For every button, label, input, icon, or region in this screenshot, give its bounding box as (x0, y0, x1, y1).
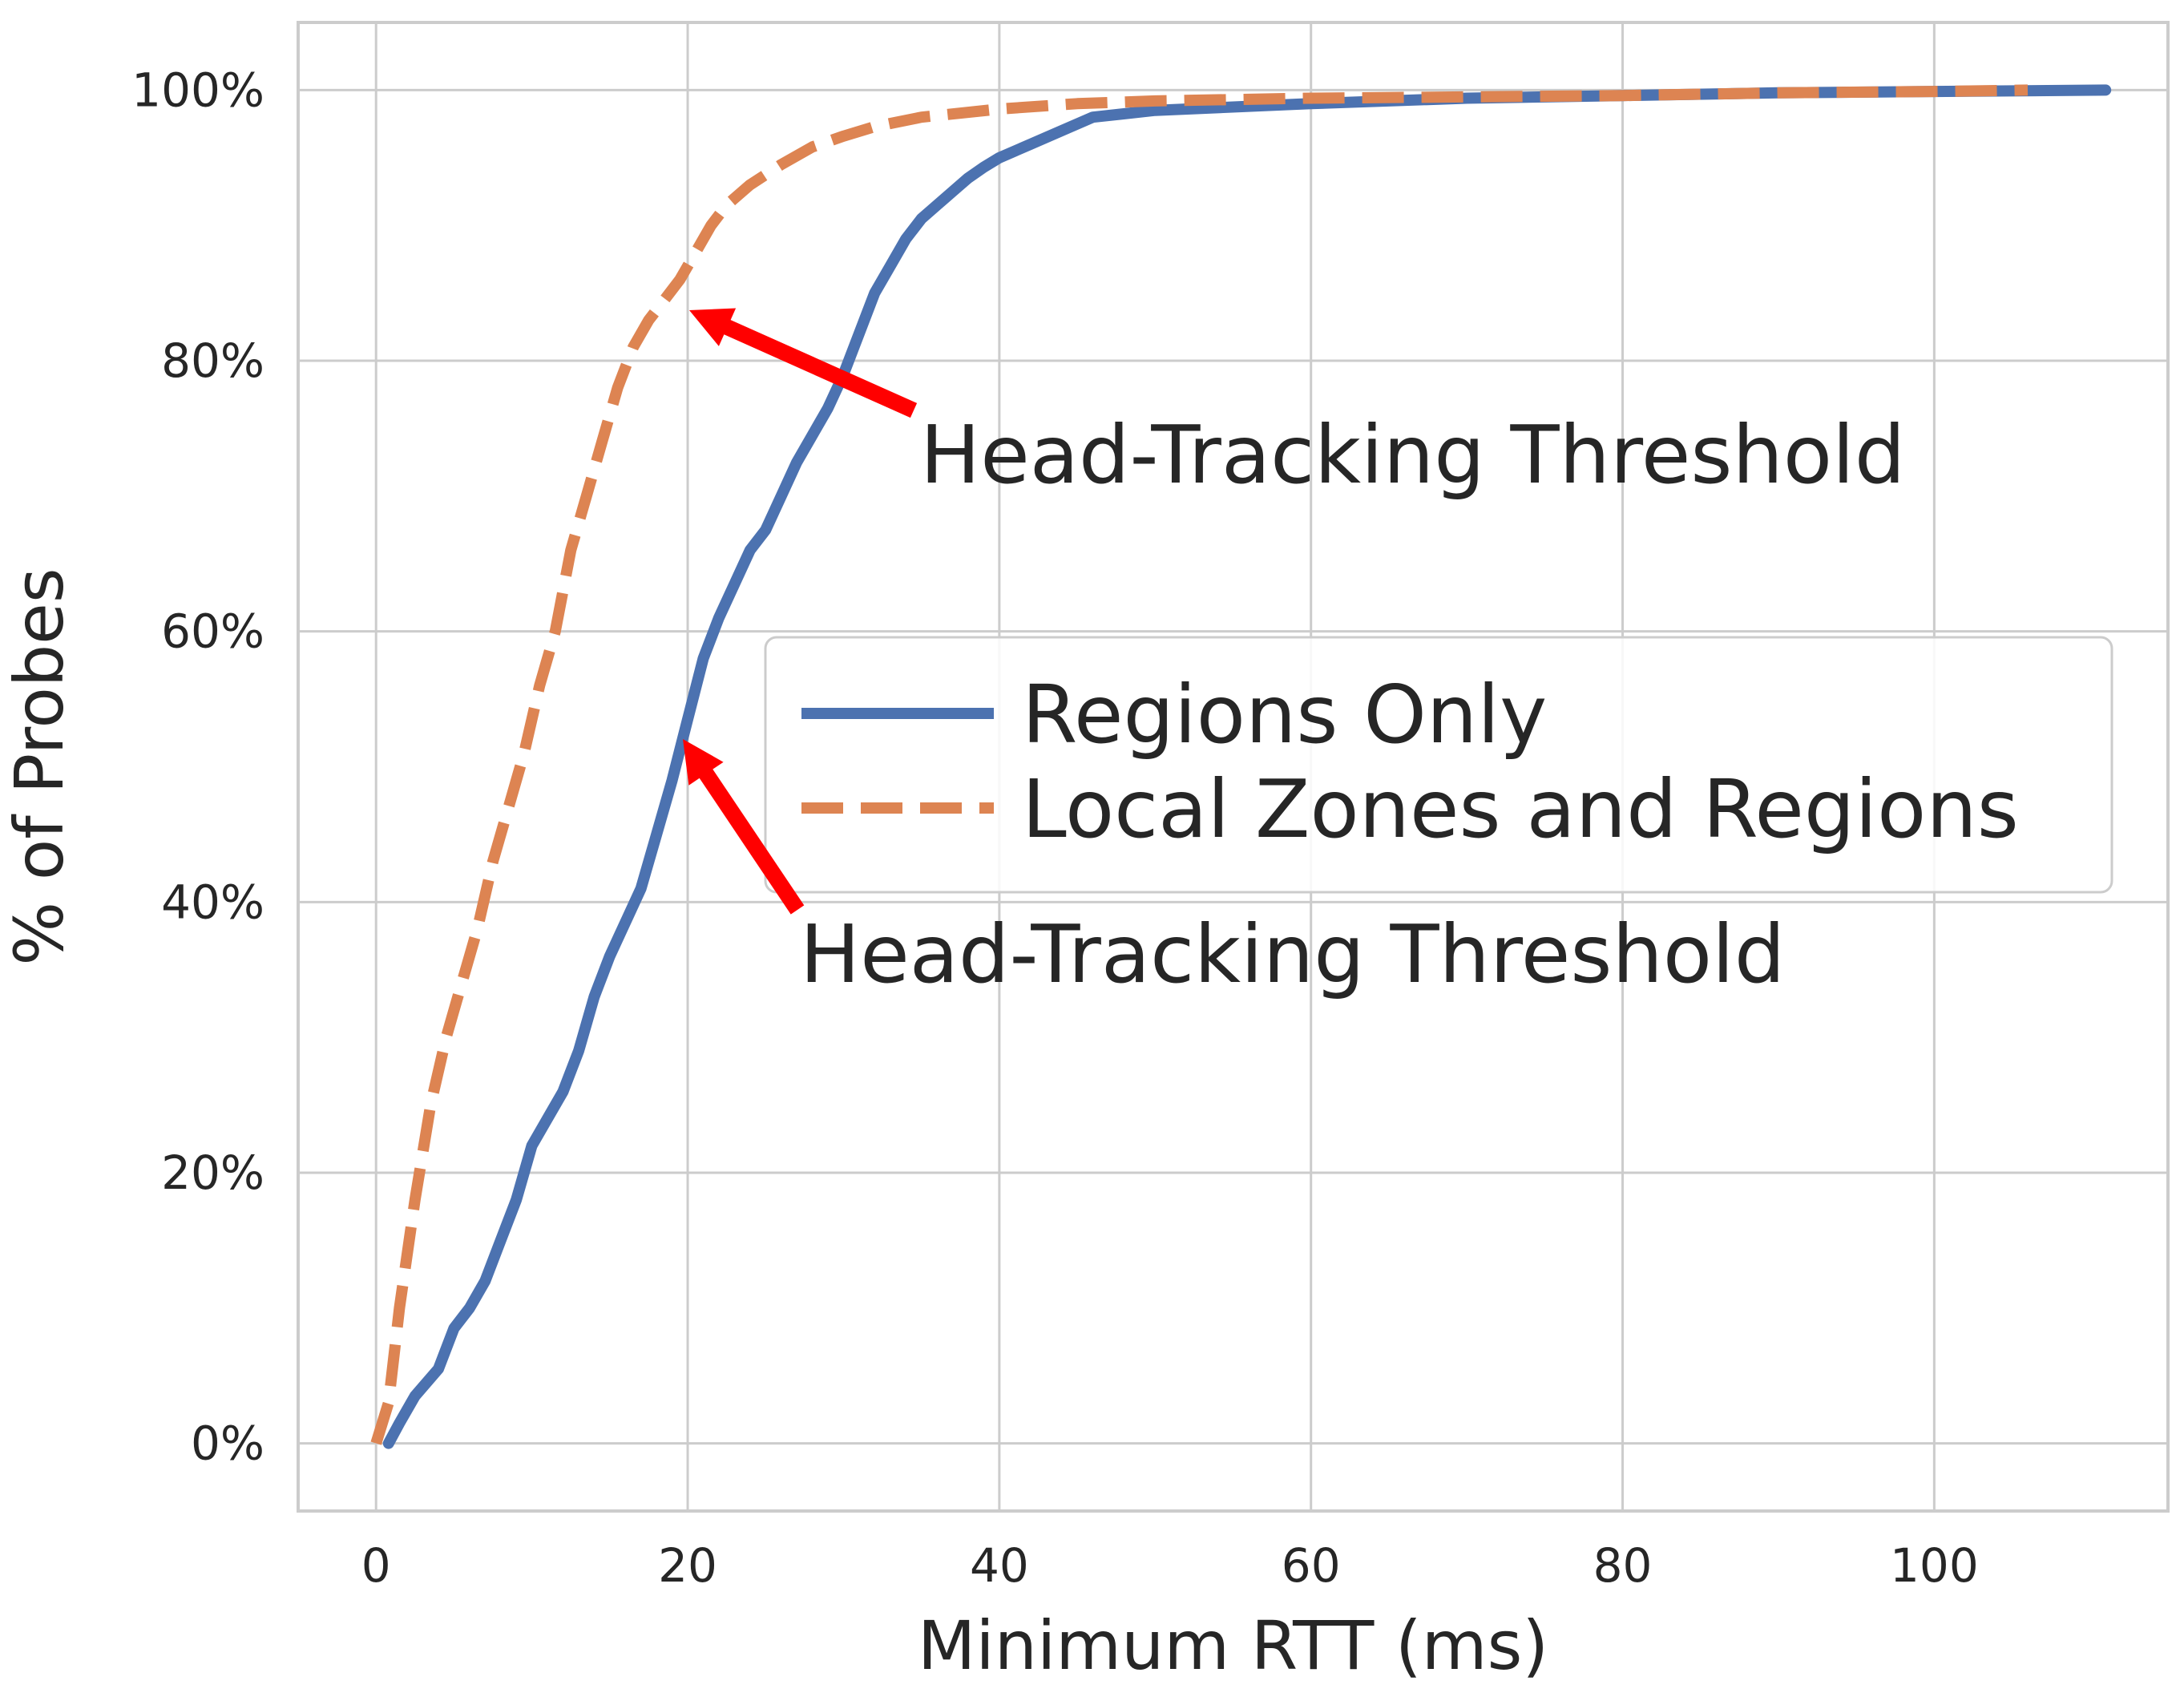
y-tick-label-40: 40% (161, 875, 264, 929)
annotation-arrow-upper (689, 308, 918, 418)
legend-box (764, 636, 2113, 894)
annotations: Head-Tracking Threshold Head-Tracking Th… (683, 308, 1905, 1001)
y-tick-label-20: 20% (161, 1145, 264, 1200)
annotation-label-upper: Head-Tracking Threshold (920, 408, 1905, 502)
x-tick-label-20: 20 (658, 1538, 717, 1593)
y-tick-label-0: 0% (191, 1416, 264, 1471)
x-axis-title: Minimum RTT (ms) (918, 1606, 1548, 1685)
tick-labels: 0 20 40 60 80 100 0% 20% 40% 60% 80% 100% (131, 63, 1979, 1593)
x-tick-label-80: 80 (1593, 1538, 1653, 1593)
legend-label-regions-only: Regions Only (1022, 668, 1547, 762)
x-tick-label-100: 100 (1890, 1538, 1979, 1593)
y-axis-title: % of Probes (0, 568, 79, 965)
y-tick-label-60: 60% (161, 604, 264, 659)
plot-frame (297, 21, 2170, 1513)
annotation-arrow-lower (683, 739, 805, 915)
legend-label-local-zones-and-regions: Local Zones and Regions (1022, 762, 2019, 856)
x-tick-label-0: 0 (361, 1538, 391, 1593)
x-tick-label-60: 60 (1282, 1538, 1341, 1593)
x-tick-label-40: 40 (970, 1538, 1029, 1593)
y-tick-label-80: 80% (161, 333, 264, 388)
series-line-regions-only (382, 84, 2112, 1449)
legend: Regions Only Local Zones and Regions (764, 636, 2113, 894)
y-tick-label-100: 100% (131, 63, 264, 117)
annotation-label-lower: Head-Tracking Threshold (800, 907, 1785, 1001)
series-lines (370, 84, 2112, 1449)
series-line-local-zones-and-regions (370, 84, 2029, 1445)
